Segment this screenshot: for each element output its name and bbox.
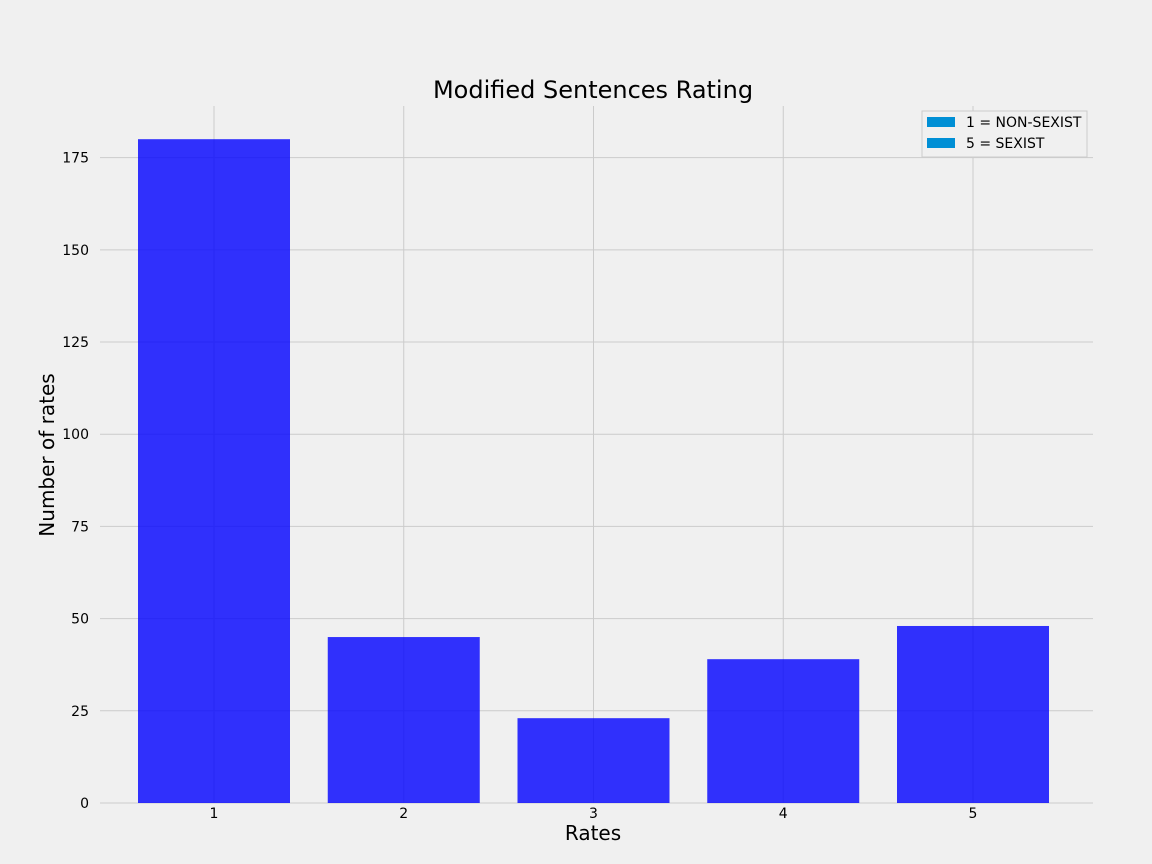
bar-rate-5 (897, 625, 1049, 803)
y-tick-label: 175 (62, 151, 89, 167)
bars (138, 139, 1049, 803)
x-tick-label: 4 (779, 806, 788, 822)
y-tick-label: 25 (71, 704, 89, 720)
chart-title: Modified Sentences Rating (433, 76, 753, 104)
x-tick-label: 3 (589, 806, 598, 822)
x-tick-labels: 1 2 3 4 5 (210, 806, 978, 822)
y-tick-label: 125 (62, 335, 89, 351)
y-tick-label: 150 (62, 243, 89, 259)
y-tick-label: 75 (71, 519, 89, 535)
legend-swatch-sexist (927, 138, 955, 148)
x-tick-label: 5 (969, 806, 978, 822)
y-tick-labels: 0 25 50 75 100 125 150 175 (62, 151, 89, 812)
y-tick-label: 50 (71, 612, 89, 628)
bar-rate-1 (138, 139, 290, 803)
legend-label-non-sexist: 1 = NON-SEXIST (966, 115, 1082, 131)
bar-rate-4 (707, 659, 860, 803)
legend: 1 = NON-SEXIST 5 = SEXIST (921, 110, 1088, 158)
y-tick-label: 100 (62, 427, 89, 443)
x-tick-label: 2 (399, 806, 408, 822)
legend-label-sexist: 5 = SEXIST (966, 136, 1045, 152)
y-axis-label: Number of rates (35, 373, 59, 536)
legend-swatch-non-sexist (927, 117, 955, 127)
x-tick-label: 1 (210, 806, 219, 822)
bar-rate-2 (327, 637, 480, 803)
x-axis-label: Rates (565, 821, 621, 845)
bar-rate-3 (517, 718, 670, 803)
y-tick-label: 0 (80, 796, 89, 812)
